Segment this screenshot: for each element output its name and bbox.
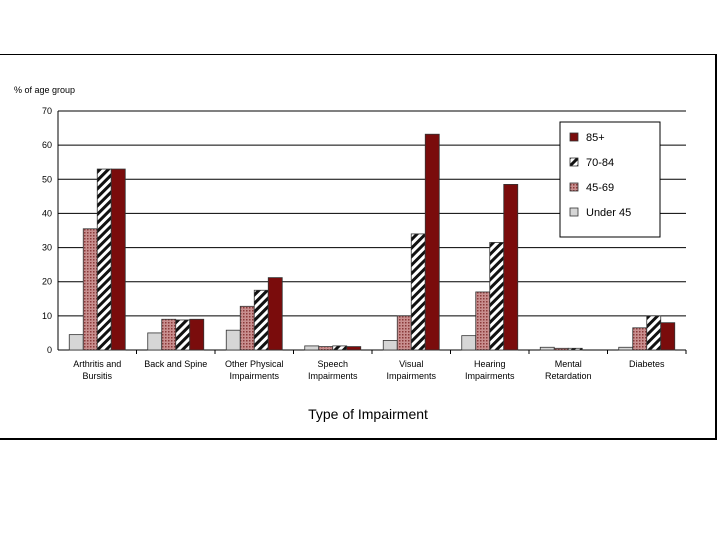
legend-swatch: [569, 207, 579, 217]
bar-45-69: [161, 318, 177, 351]
legend-label: 70-84: [586, 157, 614, 169]
bar-45-69: [553, 347, 569, 351]
bar-45-69: [632, 327, 648, 351]
bar-70-84: [410, 233, 426, 351]
bar-70-84: [646, 315, 662, 351]
legend: 85+ 70-84 45-69 Under 45: [559, 121, 661, 238]
x-tick-label: Impairments: [465, 371, 515, 381]
x-tick-label: Visual: [399, 359, 423, 369]
x-tick-label: Bursitis: [82, 371, 112, 381]
bar-45-69: [475, 291, 491, 351]
y-axis-label: % of age group: [14, 85, 75, 95]
bar-under-45: [539, 346, 555, 351]
x-tick-label: Retardation: [545, 371, 592, 381]
x-tick-label: Impairments: [229, 371, 279, 381]
y-tick-label: 20: [42, 277, 52, 287]
bar-70-84: [253, 289, 269, 351]
bar-70-84: [175, 319, 191, 351]
bar-70-84: [96, 168, 112, 351]
x-tick-label: Diabetes: [629, 359, 665, 369]
y-tick-label: 30: [42, 243, 52, 253]
x-tick-label: Impairments: [308, 371, 358, 381]
x-tick-label: Back and Spine: [144, 359, 207, 369]
legend-swatch: [569, 157, 579, 167]
bar-45-69: [239, 305, 255, 351]
legend-swatch: [569, 132, 579, 142]
bar-85-: [267, 277, 283, 351]
bar-85-: [110, 168, 126, 351]
bar-70-84: [332, 345, 348, 351]
x-tick-label: Other Physical: [225, 359, 284, 369]
legend-label: 45-69: [586, 182, 614, 194]
x-tick-label: Impairments: [386, 371, 436, 381]
bar-70-84: [489, 242, 505, 351]
bar-under-45: [304, 345, 320, 351]
x-tick-label: Arthritis and: [73, 359, 121, 369]
legend-swatch: [569, 182, 579, 192]
bar-chart: % of age group 0 10 20 30 40 50 60 70 Arthritis …: [14, 85, 687, 422]
legend-label: Under 45: [586, 207, 631, 219]
bar-85-: [189, 318, 205, 351]
bar-45-69: [396, 315, 412, 351]
x-tick-label: Hearing: [474, 359, 506, 369]
y-tick-label: 0: [47, 345, 52, 355]
legend-label: 85+: [586, 132, 605, 144]
bar-85-: [660, 322, 676, 351]
bar-45-69: [82, 228, 98, 351]
bar-under-45: [147, 332, 163, 351]
y-tick-label: 70: [42, 106, 52, 116]
bar-85-: [346, 346, 362, 351]
x-tick-label: Mental: [555, 359, 582, 369]
bar-under-45: [461, 335, 477, 351]
x-tick-label: Speech: [317, 359, 348, 369]
bar-85-: [503, 184, 519, 351]
bar-70-84: [567, 347, 583, 351]
chart-frame: % of age group 0 10 20 30 40 50 60 70 Arthritis …: [0, 54, 717, 440]
bar-under-45: [225, 329, 241, 351]
x-axis-title: Type of Impairment: [308, 406, 428, 422]
bar-under-45: [382, 340, 398, 351]
bar-under-45: [618, 346, 634, 351]
y-tick-label: 50: [42, 174, 52, 184]
y-tick-label: 10: [42, 311, 52, 321]
y-tick-label: 60: [42, 140, 52, 150]
y-tick-label: 40: [42, 208, 52, 218]
bar-85-: [424, 133, 440, 351]
bar-under-45: [68, 334, 84, 351]
bar-45-69: [318, 346, 334, 351]
